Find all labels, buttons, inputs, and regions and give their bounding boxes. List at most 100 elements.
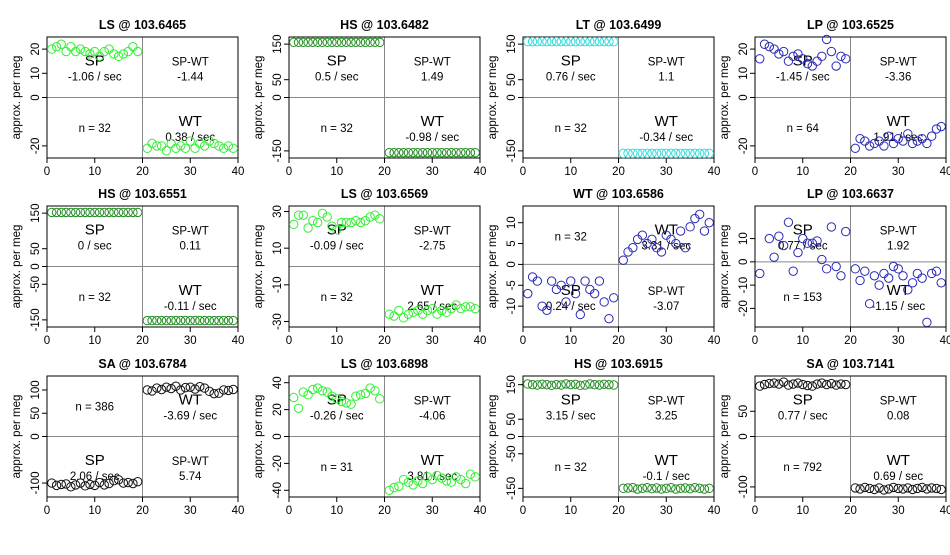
data-point-wt	[422, 472, 433, 482]
spwt-label: SP-WT	[172, 456, 209, 468]
data-point-sp	[303, 37, 313, 48]
data-point-sp	[826, 222, 837, 232]
data-point-wt	[408, 307, 418, 318]
data-point-wt	[223, 385, 234, 396]
data-point-sp	[546, 276, 557, 286]
y-axis-label: approx. per meg	[253, 56, 265, 140]
x-tick-label: 10	[564, 166, 577, 178]
data-point-wt	[647, 234, 657, 245]
data-point-sp	[764, 378, 775, 389]
data-point-wt	[637, 483, 648, 494]
data-point-sp	[599, 297, 609, 307]
y-tick-label: 0	[272, 94, 284, 100]
wt-rate: 0.38 / sec	[165, 132, 215, 144]
data-point-wt	[637, 148, 648, 159]
data-point-wt	[685, 484, 695, 494]
data-point-sp	[817, 378, 827, 388]
x-tick-label: 20	[378, 505, 391, 517]
data-point-sp	[836, 379, 846, 389]
y-tick-label: 50	[30, 407, 42, 420]
data-point-wt	[699, 484, 710, 494]
y-tick-label: -40	[272, 482, 284, 499]
data-point-wt	[661, 483, 671, 494]
data-point-sp	[308, 215, 318, 226]
x-tick-label: 20	[612, 166, 625, 178]
data-point-sp	[826, 46, 837, 57]
data-point-sp	[133, 476, 143, 487]
wt-label: WT	[179, 113, 202, 130]
data-point-sp	[788, 266, 798, 276]
data-point-sp	[798, 54, 808, 64]
data-point-wt	[460, 302, 471, 312]
data-point-sp	[831, 61, 841, 71]
data-point-sp	[802, 238, 813, 248]
y-tick-label: 10	[738, 67, 750, 80]
y-axis-label: approx. per meg	[11, 395, 23, 479]
x-tick-label: 40	[708, 505, 721, 517]
data-point-wt	[218, 315, 229, 326]
y-tick-label: 0	[738, 259, 750, 265]
y-tick-label: 50	[506, 413, 518, 426]
data-point-sp	[365, 212, 375, 222]
x-tick-label: 10	[88, 335, 101, 347]
data-point-wt	[195, 315, 205, 326]
y-tick-label: -5	[506, 280, 518, 290]
data-point-wt	[936, 121, 946, 132]
data-point-wt	[147, 386, 157, 396]
data-point-sp	[594, 380, 605, 390]
data-point-sp	[812, 236, 822, 246]
data-point-sp	[75, 478, 86, 488]
data-point-sp	[841, 379, 851, 390]
wt-rate: -0.1 / sec	[643, 471, 691, 483]
data-point-wt	[451, 472, 461, 482]
data-point-wt	[185, 382, 195, 392]
data-point-sp	[580, 36, 590, 47]
x-tick-label: 30	[892, 335, 905, 347]
data-point-sp	[90, 480, 100, 491]
wt-rate: 2.65 / sec	[407, 301, 457, 313]
data-point-wt	[874, 483, 884, 493]
sp-rate: -1.06 / sec	[68, 71, 122, 83]
data-point-wt	[218, 385, 229, 395]
data-point-wt	[147, 138, 157, 149]
data-point-sp	[826, 378, 837, 389]
wt-rate: -3.69 / sec	[163, 410, 217, 422]
panel-7: WT @ 103.6586 0 10 20 30 40 -10 -5 0 5 10 approx. p…	[487, 187, 720, 347]
panel-title: HS @ 103.6482	[340, 18, 429, 32]
data-point-sp	[580, 276, 590, 286]
data-point-sp	[332, 394, 342, 404]
wt-rate: -0.98 / sec	[405, 132, 459, 144]
data-point-sp	[312, 217, 323, 228]
data-point-sp	[123, 477, 133, 488]
x-tick-label: 20	[136, 505, 149, 517]
x-tick-label: 30	[184, 335, 197, 347]
panel-title: SA @ 103.6784	[98, 357, 186, 371]
x-tick-label: 20	[612, 335, 625, 347]
data-point-wt	[671, 238, 681, 249]
data-point-sp	[317, 386, 328, 396]
data-point-wt	[922, 317, 932, 328]
data-point-sp	[85, 49, 95, 59]
data-point-wt	[694, 148, 705, 159]
data-point-wt	[922, 484, 932, 494]
data-point-sp	[336, 217, 347, 228]
data-point-wt	[451, 147, 461, 158]
data-point-wt	[180, 382, 191, 393]
data-point-sp	[85, 207, 95, 218]
data-point-wt	[460, 478, 471, 489]
data-point-sp	[609, 380, 619, 390]
data-point-sp	[783, 56, 794, 66]
data-point-sp	[346, 37, 356, 48]
y-tick-label: 0	[30, 263, 42, 269]
data-point-wt	[180, 143, 191, 154]
data-point-wt	[926, 131, 937, 141]
data-point-sp	[317, 37, 328, 48]
x-tick-label: 0	[752, 335, 758, 347]
x-tick-label: 20	[844, 335, 857, 347]
data-point-wt	[161, 315, 172, 326]
data-point-sp	[341, 217, 351, 228]
panel-10: LS @ 103.6898 0 10 20 30 40 -40 -20 0 20 40 approx.…	[253, 357, 486, 517]
data-point-sp	[56, 479, 67, 490]
sp-rate: 0 / sec	[78, 240, 112, 252]
panel-title: LT @ 103.6499	[576, 18, 662, 32]
